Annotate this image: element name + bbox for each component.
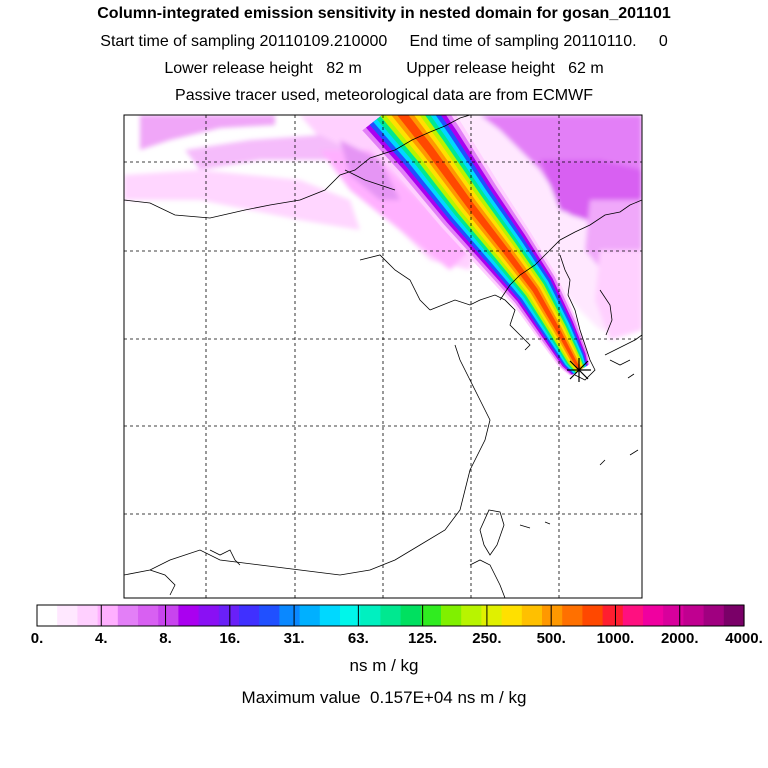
plot-title: Column-integrated emission sensitivity i…: [97, 5, 671, 22]
colorbar-swatch: [542, 605, 563, 626]
colorbar-swatch: [239, 605, 260, 626]
colorbar-tick-label: 500.: [536, 630, 566, 647]
colorbar-swatch: [360, 605, 381, 626]
colorbar-tick-label: 31.: [283, 630, 305, 647]
colorbar-swatch: [622, 605, 644, 626]
colorbar-swatch: [582, 605, 604, 626]
colorbar-tick-label: 8.: [159, 630, 172, 647]
colorbar-swatch: [400, 605, 422, 626]
colorbar-tick-label: 250.: [472, 630, 502, 647]
colorbar-swatch: [643, 605, 664, 626]
plume: [358, 115, 590, 376]
colorbar: [36, 605, 745, 626]
colorbar-swatch: [683, 605, 705, 626]
colorbar-tick-label: 125.: [408, 630, 438, 647]
colorbar-swatch: [663, 605, 684, 626]
sampling-time-line: Start time of sampling 20110109.210000 E…: [100, 33, 668, 50]
colorbar-swatch: [138, 605, 159, 626]
colorbar-tick-label: 0.: [30, 630, 44, 647]
lat-lon-grid: [124, 115, 642, 598]
colorbar-swatch: [521, 605, 543, 626]
colorbar-swatch: [441, 605, 462, 626]
colorbar-swatch: [77, 605, 99, 626]
colorbar-swatch: [723, 605, 745, 626]
colorbar-tick-label: 16.: [219, 630, 241, 647]
map-panel: [124, 115, 642, 598]
receptor-marker: [567, 358, 591, 382]
colorbar-swatch: [340, 605, 361, 626]
colorbar-swatch: [319, 605, 341, 626]
colorbar-swatch: [279, 605, 301, 626]
plume-band: [391, 115, 582, 372]
colorbar-swatch: [461, 605, 482, 626]
colorbar-tick-label: 63.: [347, 630, 369, 647]
colorbar-swatch: [198, 605, 220, 626]
colorbar-swatch: [481, 605, 503, 626]
colorbar-swatch: [259, 605, 280, 626]
colorbar-tick-label: 4000.: [725, 630, 763, 647]
colorbar-tick-label: 1000.: [596, 630, 635, 647]
maximum-value-label: Maximum value 0.157E+04 ns m / kg: [241, 688, 527, 707]
colorbar-swatch: [420, 605, 442, 626]
colorbar-swatch: [37, 605, 58, 626]
colorbar-swatch: [501, 605, 523, 626]
colorbar-frame: [36, 604, 745, 627]
colorbar-swatch: [380, 605, 402, 626]
colorbar-swatch: [158, 605, 179, 626]
colorbar-swatch: [602, 605, 624, 626]
plume-band: [376, 115, 585, 373]
colorbar-swatch: [299, 605, 321, 626]
colorbar-swatch: [117, 605, 139, 626]
colorbar-swatch: [218, 605, 240, 626]
colorbar-unit: ns m / kg: [349, 656, 419, 675]
colorbar-tick-label: 4.: [95, 630, 108, 647]
colorbar-tick-label: 2000.: [660, 630, 699, 647]
colorbar-swatch: [562, 605, 583, 626]
tracer-info-line: Passive tracer used, meteorological data…: [175, 87, 593, 104]
coastlines: [124, 115, 642, 598]
colorbar-swatch: [178, 605, 200, 626]
colorbar-swatch: [703, 605, 725, 626]
colorbar-swatch: [57, 605, 78, 626]
release-height-line: Lower release height 82 m Upper release …: [164, 60, 604, 77]
map-frame: [123, 114, 643, 599]
colorbar-swatch: [97, 605, 119, 626]
